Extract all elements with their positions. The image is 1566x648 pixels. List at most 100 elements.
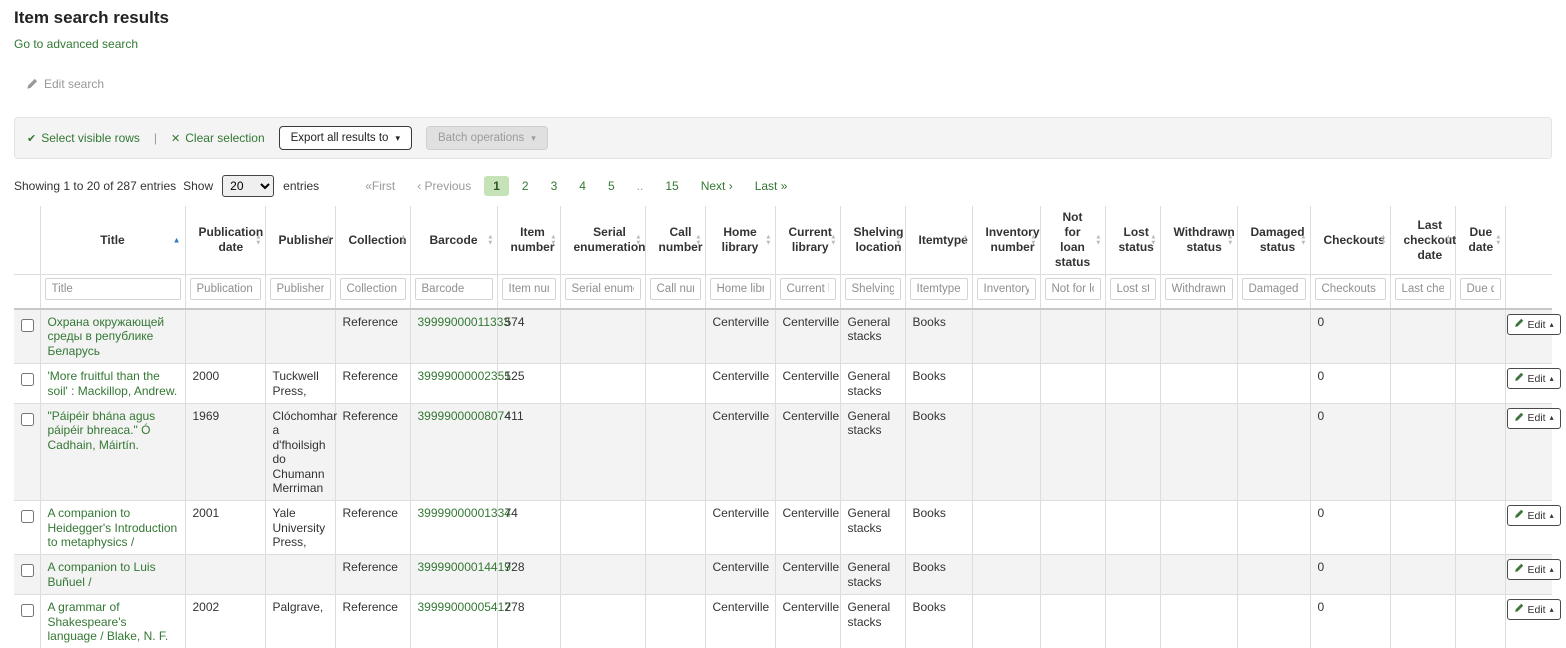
filter-input-itemtype[interactable] [909,278,968,300]
filter-input-inventory-number[interactable] [976,278,1036,300]
filter-input-checkouts[interactable] [1314,278,1386,300]
column-label: Item number [510,225,555,254]
column-header-checkouts[interactable]: Checkouts ▲ ▼ [1309,206,1390,275]
filter-input-last-checkout-date[interactable] [1394,278,1451,300]
pager-page-2[interactable]: 2 [521,179,529,193]
column-header-not-for-loan-status[interactable]: Not for loan status ▲ ▼ [1039,206,1105,275]
filter-input-publisher[interactable] [269,278,331,300]
column-header-collection[interactable]: Collection ▲ ▼ [334,206,410,275]
row-checkbox[interactable] [21,604,34,618]
filter-input-item-number[interactable] [501,278,556,300]
clear-selection-link[interactable]: ✕ Clear selection [171,131,265,145]
filter-input-withdrawn-status[interactable] [1164,278,1233,300]
column-header-serial-enumeration[interactable]: Serial enumeration ▲ ▼ [559,206,646,275]
title-link[interactable]: A grammar of Shakespeare's language / Bl… [47,600,169,644]
cell-current-library: Centerville [774,500,840,555]
caret-down-icon: ▾ [395,132,400,143]
column-header-lost-status[interactable]: Lost status ▲ ▼ [1104,206,1160,275]
select-visible-rows-link[interactable]: ✔ Select visible rows [27,131,140,145]
filter-input-call-number[interactable] [649,278,701,300]
column-header-shelving-location[interactable]: Shelving location ▲ ▼ [839,206,905,275]
barcode-link[interactable]: 39999000008074 [417,408,511,423]
column-label: Serial enumeration [573,225,646,254]
column-header-title[interactable]: Title ▲ [39,206,185,275]
filter-cell-item-number [496,274,560,310]
row-checkbox[interactable] [21,564,34,578]
filter-input-publication-date[interactable] [189,278,261,300]
column-header-barcode[interactable]: Barcode ▲ ▼ [409,206,497,275]
column-label: Home library [721,225,759,254]
pager-page-4[interactable]: 4 [579,179,586,193]
barcode-link[interactable]: 39999000014419 [417,560,511,575]
cell-publication-date: 1969 [184,402,265,501]
filter-input-due-date[interactable] [1459,278,1501,300]
pager-page-3[interactable]: 3 [550,179,558,193]
filter-input-collection[interactable] [339,278,406,300]
page-size-select[interactable]: 20 [222,175,275,197]
filter-cell-checkouts [1309,274,1390,310]
column-header-current-library[interactable]: Current library ▲ ▼ [774,206,840,275]
cell-withdrawn-status [1159,363,1237,404]
cell-publisher: Clóchomhar a d'fhoilsigh do Chumann Merr… [264,402,337,501]
column-header-publication-date[interactable]: Publication date ▲ ▼ [184,206,265,275]
column-header-withdrawn-status[interactable]: Withdrawn status ▲ ▼ [1159,206,1237,275]
pager-last[interactable]: Last » [754,179,788,193]
caret-up-down-icon: ▲ ▼ [550,233,557,246]
advanced-search-link[interactable]: Go to advanced search [14,37,139,51]
column-header-call-number[interactable]: Call number ▲ ▼ [644,206,705,275]
cell-itemtype: Books [904,363,972,404]
edit-button[interactable]: Edit ▴ [1506,407,1561,429]
filter-input-lost-status[interactable] [1109,278,1156,300]
filter-input-not-for-loan-status[interactable] [1044,278,1101,300]
column-header-publisher[interactable]: Publisher ▲ ▼ [264,206,335,275]
row-checkbox[interactable] [21,319,34,332]
column-header-item-number[interactable]: Item number ▲ ▼ [496,206,560,275]
title-link[interactable]: A companion to Luis Buñuel / [47,560,156,589]
filter-input-damaged-status[interactable] [1241,278,1306,300]
column-header-itemtype[interactable]: Itemtype ▲ ▼ [904,206,972,275]
barcode-link[interactable]: 39999000005417 [417,600,511,615]
edit-button[interactable]: Edit ▴ [1506,368,1561,390]
pager-page-15[interactable]: 15 [665,179,679,193]
cell-damaged-status [1236,309,1310,364]
edit-search-link[interactable]: Edit search [26,77,104,91]
column-header-home-library[interactable]: Home library ▲ ▼ [704,206,775,275]
filter-input-current-library[interactable] [779,278,836,300]
column-header-due-date[interactable]: Due date ▲ ▼ [1454,206,1505,275]
edit-button[interactable]: Edit ▴ [1506,599,1561,621]
row-checkbox[interactable] [21,412,34,426]
barcode-link[interactable]: 39999000002355 [417,369,511,384]
pager-page-5[interactable]: 5 [607,179,615,193]
filter-input-title[interactable] [44,278,181,300]
cell-inventory-number [971,554,1040,595]
row-checkbox[interactable] [21,373,34,387]
title-link[interactable]: 'More fruitful than the soil' : Mackillo… [47,369,178,398]
cell-call-number [644,363,705,404]
row-checkbox[interactable] [21,510,34,524]
cell-serial-enumeration [559,402,645,501]
export-results-button[interactable]: Export all results to ▾ [278,126,412,150]
pager-next[interactable]: Next › [700,179,733,193]
edit-button[interactable]: Edit ▴ [1506,559,1561,581]
barcode-link[interactable]: 39999000011333 [417,315,511,329]
filter-input-shelving-location[interactable] [844,278,901,300]
title-link[interactable]: Охрана окружающей среды в републике Бела… [47,315,165,358]
cell-itemtype: Books [904,309,972,364]
filter-input-home-library[interactable] [709,278,771,300]
edit-button[interactable]: Edit ▴ [1506,314,1561,335]
column-header-damaged-status[interactable]: Damaged status ▲ ▼ [1236,206,1310,275]
batch-operations-button[interactable]: Batch operations ▾ [425,126,548,150]
edit-button[interactable]: Edit ▴ [1506,505,1561,527]
cell-checkouts: 0 [1309,594,1390,648]
filter-cell-collection [334,274,410,310]
title-link[interactable]: "Páipéir bhána agus páipéir bhreaca." Ó … [47,408,156,452]
title-link[interactable]: A companion to Heidegger's Introduction … [47,506,178,550]
column-header-last-checkout-date[interactable]: Last checkout date ▲ ▼ [1389,206,1456,275]
cell-inventory-number [971,500,1040,555]
filter-input-serial-enumeration[interactable] [564,278,641,300]
cell-inventory-number [971,363,1040,404]
barcode-link[interactable]: 39999000001334 [417,506,511,521]
column-header-inventory-number[interactable]: Inventory number ▲ ▼ [971,206,1040,275]
filter-input-barcode[interactable] [414,278,493,300]
pager-page-1[interactable]: 1 [484,176,509,196]
